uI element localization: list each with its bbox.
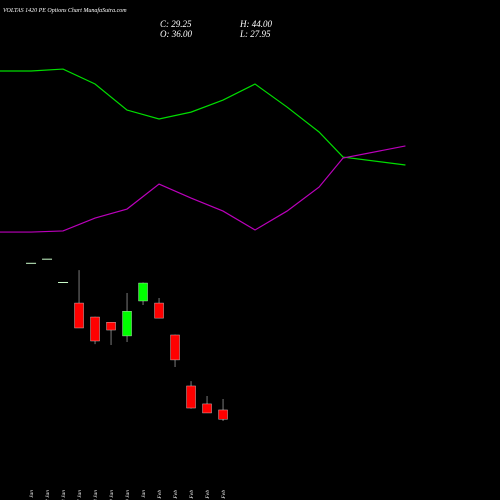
x-tick-label: 28 Jan	[93, 490, 99, 500]
info-low: L: 27.95	[239, 29, 271, 39]
x-tick-label: 27 Jan	[77, 490, 83, 500]
candle-body	[74, 302, 84, 329]
x-tick-label: 03 Feb	[173, 490, 179, 500]
chart-title: VOLTAS 1420 PE Options Chart MunafaSutra…	[3, 7, 127, 14]
x-tick-label: 31 Jan	[141, 490, 147, 500]
x-tick-label: 29 Jan	[109, 490, 115, 500]
x-tick-label: 04 Feb	[188, 490, 195, 500]
info-high: H: 44.00	[239, 19, 272, 29]
x-tick-label: 21 Jan	[29, 490, 35, 500]
candle-body	[186, 385, 196, 409]
candle-body	[218, 409, 228, 420]
x-tick-label: 23 Jan	[61, 490, 67, 500]
candle-body	[202, 403, 212, 414]
x-tick-label: 30 Jan	[125, 490, 131, 500]
candle-body	[138, 282, 148, 302]
x-tick-label: 06 Feb	[221, 490, 227, 500]
info-close: C: 29.25	[160, 19, 192, 29]
line	[0, 68, 406, 166]
candle-body	[154, 302, 164, 319]
candle-body	[122, 311, 132, 337]
x-tick-label: 22 Jan	[45, 490, 51, 500]
candle-body	[170, 334, 180, 361]
x-tick-label: 05 Feb	[205, 490, 211, 500]
info-open: O: 36.00	[160, 29, 192, 39]
candle-body	[106, 322, 116, 331]
candle-body	[90, 316, 100, 342]
line	[0, 145, 406, 233]
x-tick-label: 01 Feb	[157, 490, 163, 500]
